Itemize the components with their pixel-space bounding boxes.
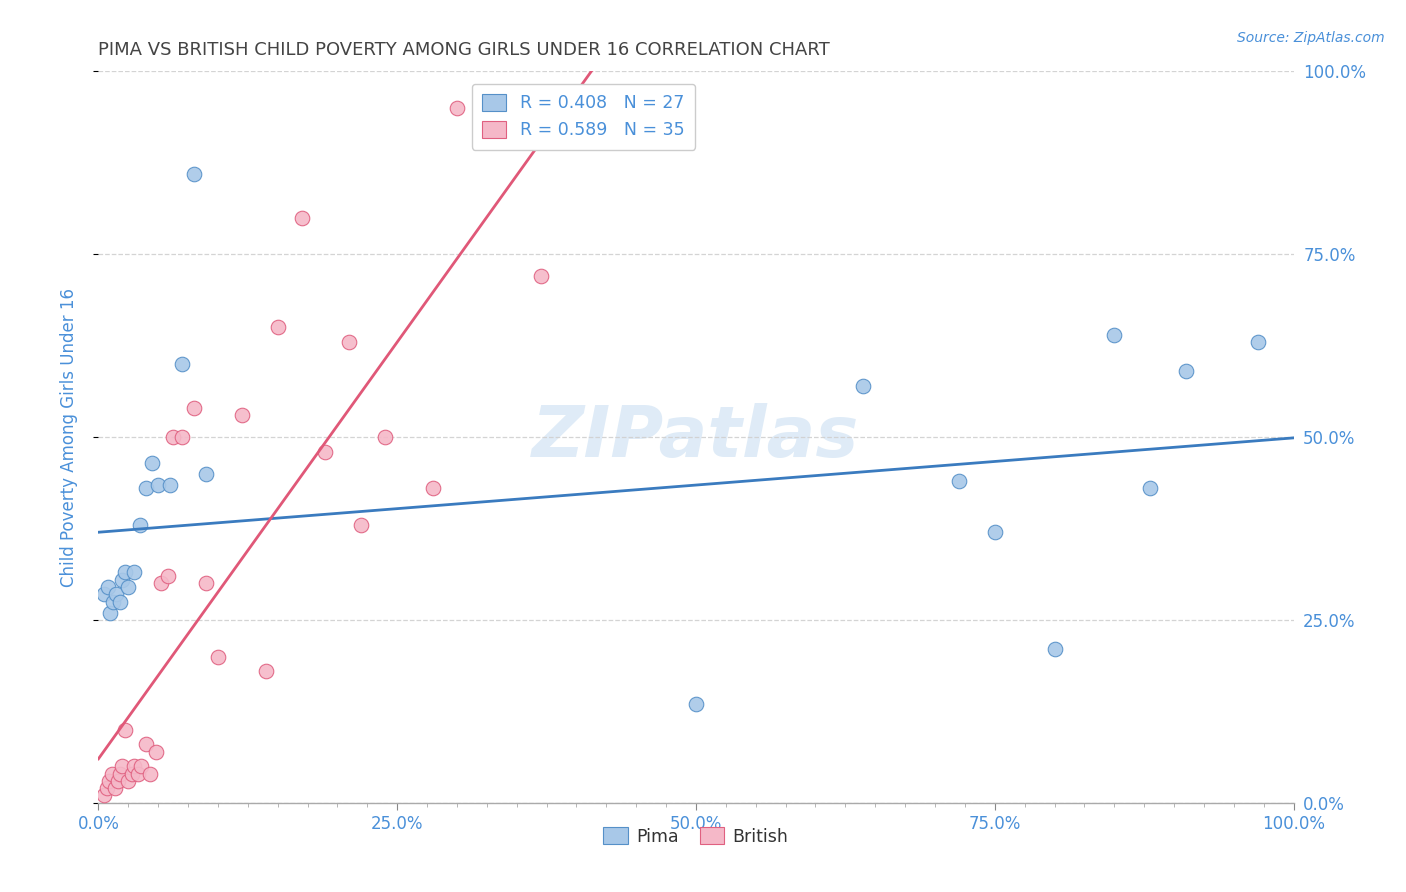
Point — [117, 580, 139, 594]
Point — [1104, 327, 1126, 342]
Point — [107, 773, 129, 788]
Point — [984, 525, 1007, 540]
Text: Source: ZipAtlas.com: Source: ZipAtlas.com — [1237, 31, 1385, 45]
Point — [254, 664, 277, 678]
Point — [172, 430, 194, 444]
Point — [111, 573, 134, 587]
Point — [183, 401, 205, 415]
Point — [121, 766, 143, 780]
Point — [98, 606, 122, 620]
Point — [530, 269, 553, 284]
Point — [135, 737, 157, 751]
Point — [1175, 364, 1198, 378]
Point — [114, 566, 136, 580]
Point — [1247, 334, 1270, 349]
Point — [101, 594, 124, 608]
Point — [100, 766, 122, 780]
Point — [195, 467, 218, 481]
Point — [315, 444, 337, 458]
Point — [139, 766, 162, 780]
Point — [1139, 481, 1161, 495]
Text: ZIPatlas: ZIPatlas — [533, 402, 859, 472]
Text: PIMA VS BRITISH CHILD POVERTY AMONG GIRLS UNDER 16 CORRELATION CHART: PIMA VS BRITISH CHILD POVERTY AMONG GIRL… — [98, 41, 830, 59]
Point — [148, 477, 170, 491]
Point — [129, 517, 152, 532]
Point — [231, 408, 253, 422]
Point — [104, 781, 127, 796]
Point — [339, 334, 361, 349]
Point — [195, 576, 218, 591]
Point — [124, 759, 146, 773]
Point — [207, 649, 229, 664]
Point — [350, 517, 373, 532]
Point — [145, 745, 167, 759]
Y-axis label: Child Poverty Among Girls Under 16: Child Poverty Among Girls Under 16 — [59, 287, 77, 587]
Point — [96, 781, 118, 796]
Point — [93, 587, 115, 601]
Point — [446, 101, 468, 115]
Point — [93, 789, 115, 803]
Point — [135, 481, 157, 495]
Point — [114, 723, 136, 737]
Point — [149, 576, 172, 591]
Point — [97, 580, 120, 594]
Point — [108, 594, 131, 608]
Point — [156, 569, 179, 583]
Point — [124, 566, 146, 580]
Point — [159, 477, 181, 491]
Point — [948, 474, 970, 488]
Point — [1043, 642, 1066, 657]
Legend: Pima, British: Pima, British — [596, 821, 796, 853]
Point — [98, 773, 121, 788]
Point — [117, 773, 139, 788]
Point — [291, 211, 314, 225]
Point — [141, 456, 163, 470]
Point — [267, 320, 290, 334]
Point — [127, 766, 149, 780]
Point — [105, 587, 128, 601]
Point — [852, 379, 875, 393]
Point — [108, 766, 131, 780]
Point — [422, 481, 444, 495]
Point — [162, 430, 184, 444]
Point — [685, 697, 707, 711]
Point — [111, 759, 134, 773]
Point — [183, 167, 205, 181]
Point — [172, 357, 194, 371]
Point — [131, 759, 153, 773]
Point — [374, 430, 396, 444]
